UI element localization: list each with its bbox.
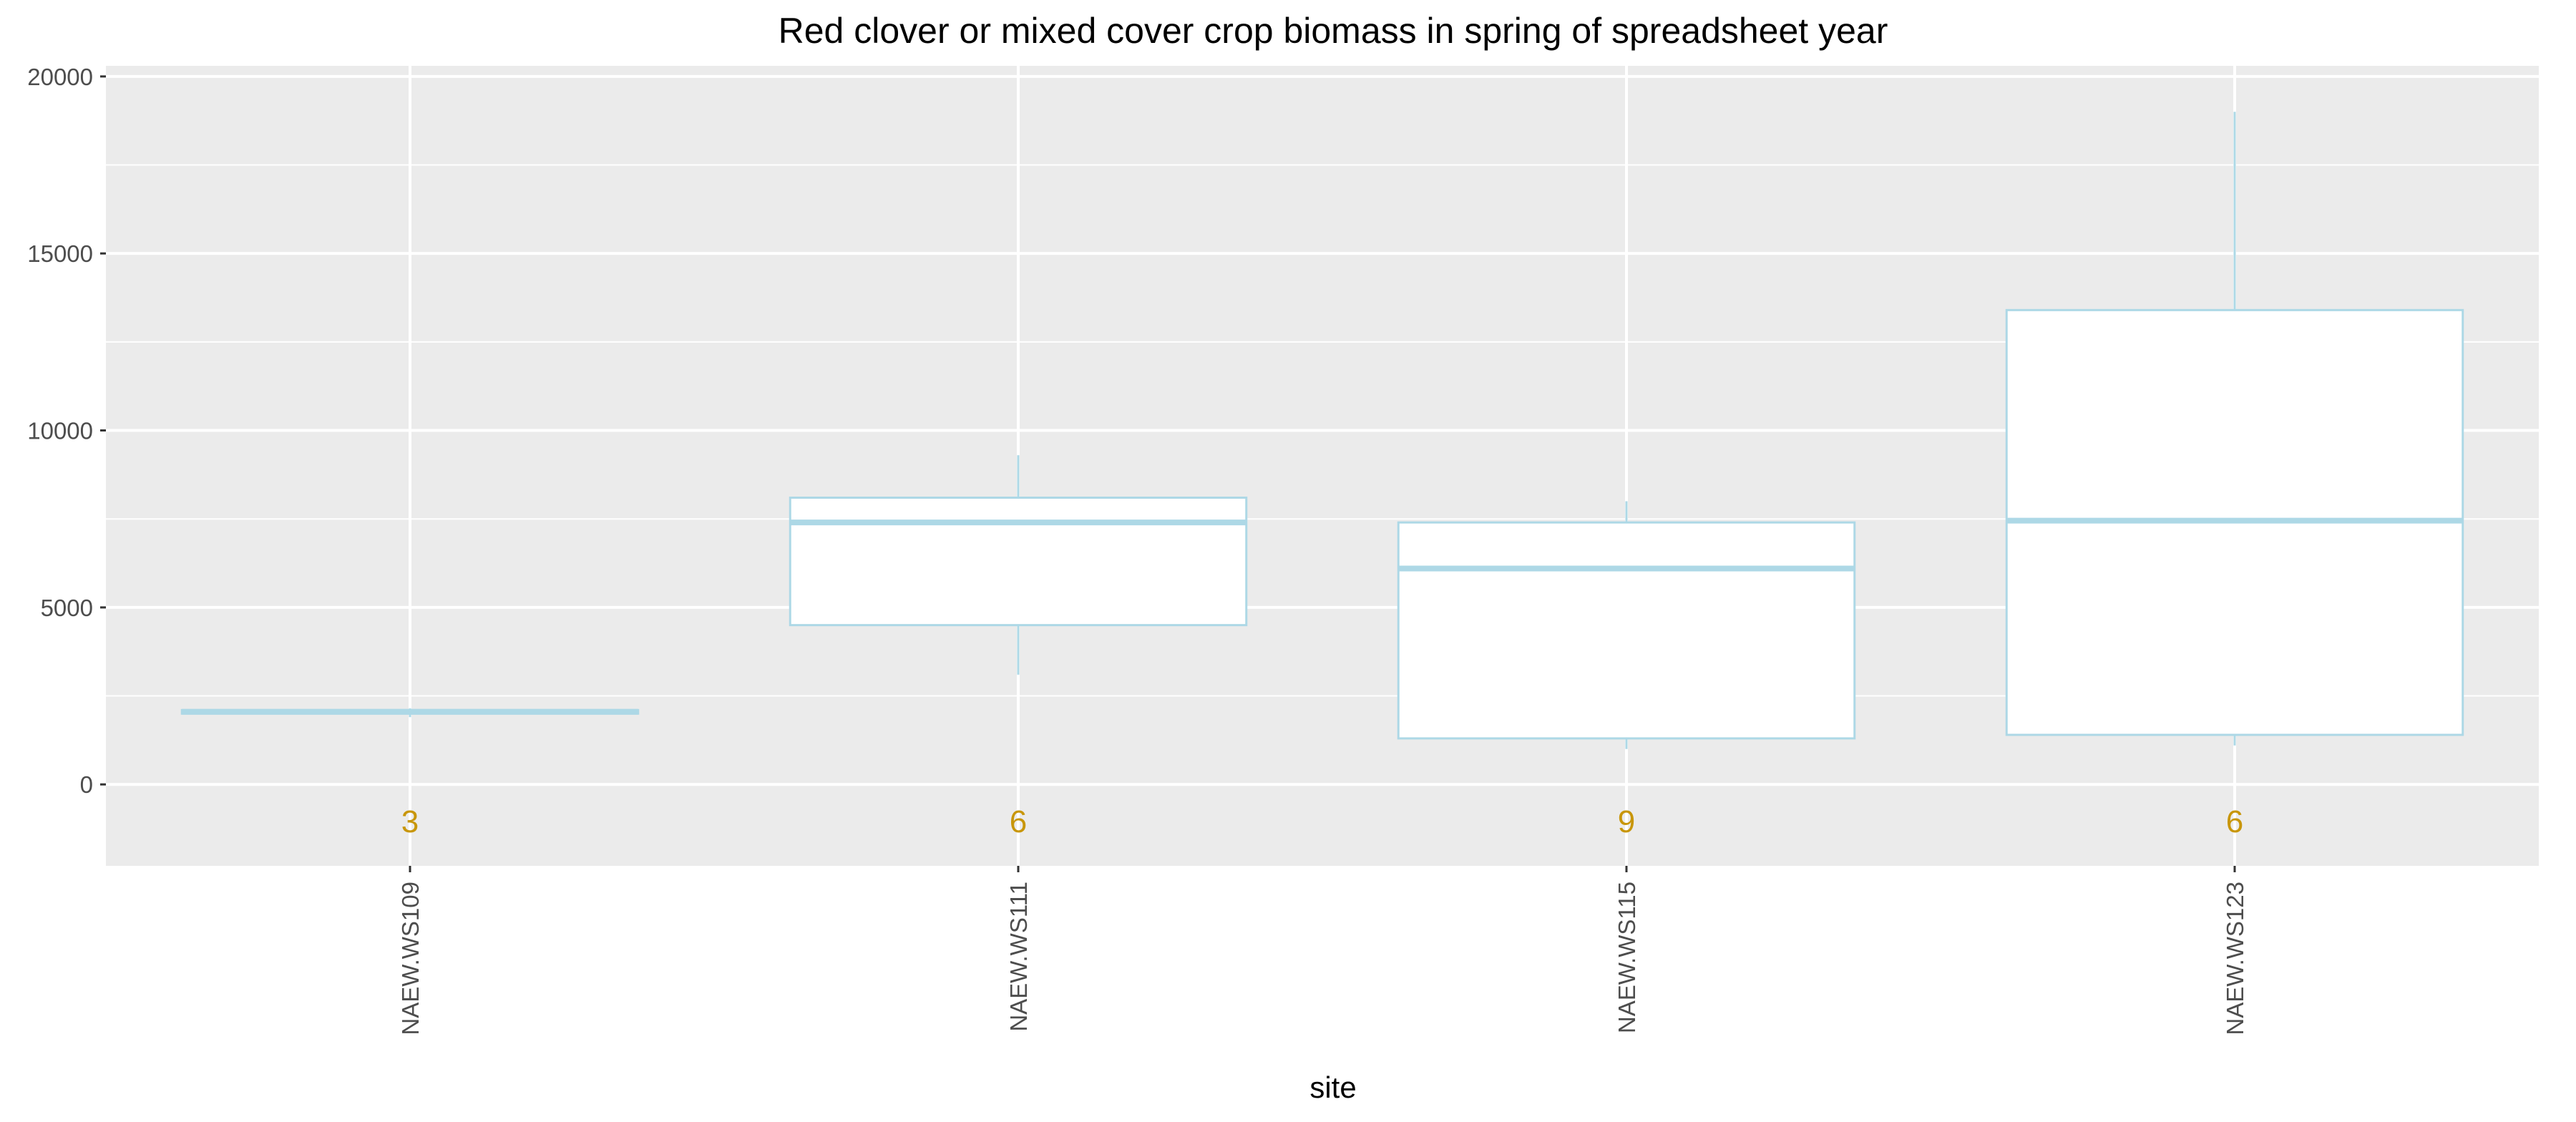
x-tick-label: NAEW.WS111: [1005, 882, 1032, 1032]
x-tick-label: NAEW.WS109: [397, 882, 424, 1035]
x-tick-label: NAEW.WS123: [2222, 882, 2248, 1035]
x-tick-label: NAEW.WS115: [1614, 882, 1640, 1033]
sample-count-label: 6: [2226, 804, 2243, 839]
box-iqr: [789, 497, 1248, 627]
count-labels: 3 6 9 6: [401, 804, 2243, 839]
y-tick-label: 5000: [41, 595, 93, 621]
chart-title: Red clover or mixed cover crop biomass i…: [779, 11, 1888, 51]
y-tick-label: 0: [80, 771, 93, 798]
sample-count-label: 3: [401, 804, 419, 839]
x-axis-title: site: [1309, 1070, 1356, 1104]
sample-count-label: 6: [1010, 804, 1027, 839]
box-iqr: [1397, 521, 1856, 740]
y-tick-label: 20000: [27, 64, 93, 90]
y-tick-label: 10000: [27, 418, 93, 444]
sample-count-label: 9: [1618, 804, 1635, 839]
boxplots: [180, 112, 2464, 749]
axes: 0 5000 10000 15000 20000 NAEW.WS109 NAEW.WS111…: [27, 64, 2248, 1035]
y-tick-label: 15000: [27, 240, 93, 267]
